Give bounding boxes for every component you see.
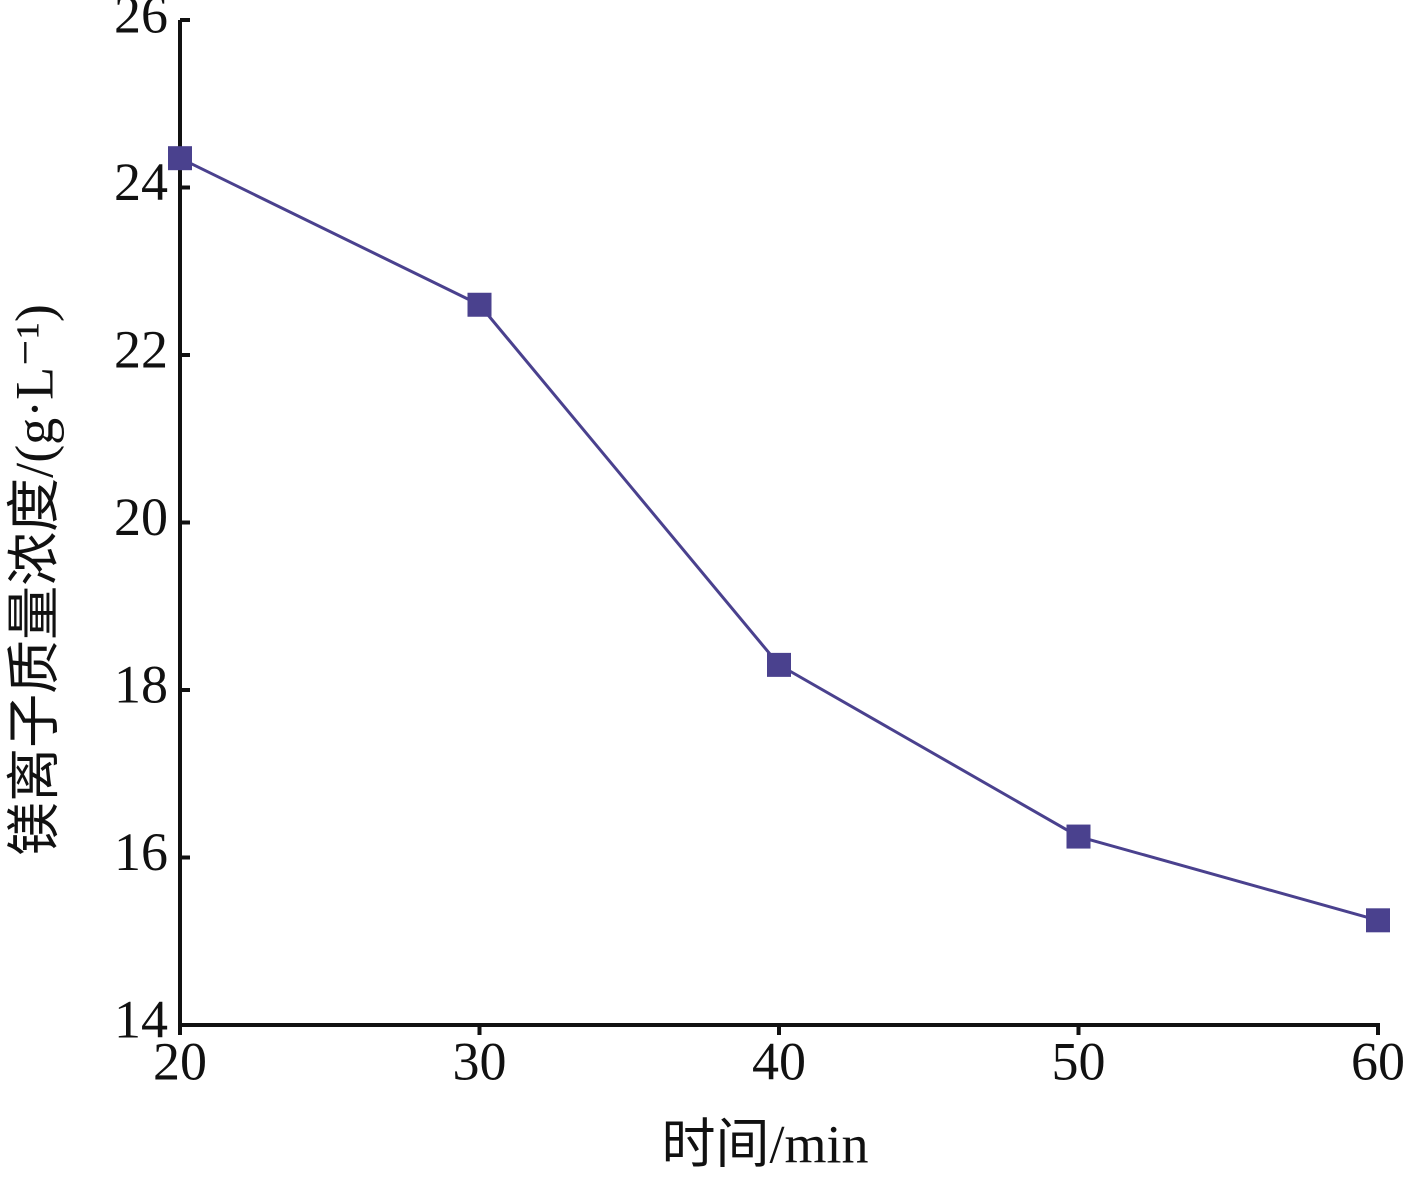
y-tick-label: 26 bbox=[114, 0, 168, 44]
x-axis-label: 时间/min bbox=[661, 1114, 868, 1174]
x-tick-label: 40 bbox=[752, 1031, 806, 1091]
marker bbox=[767, 652, 791, 677]
marker bbox=[1366, 908, 1390, 933]
marker bbox=[1066, 824, 1091, 849]
x-tick-label: 50 bbox=[1052, 1031, 1106, 1091]
marker bbox=[168, 146, 192, 171]
y-axis-label: 镁离子质量浓度/(g·L⁻¹) bbox=[4, 304, 64, 856]
y-tick-label: 18 bbox=[114, 654, 168, 714]
y-tick-label: 20 bbox=[114, 487, 168, 547]
x-tick-label: 60 bbox=[1351, 1031, 1405, 1091]
series-line bbox=[179, 156, 1379, 922]
x-tick-label: 20 bbox=[153, 1031, 207, 1091]
y-tick-label: 16 bbox=[114, 822, 168, 882]
y-tick-label: 14 bbox=[114, 989, 168, 1049]
x-tick-label: 30 bbox=[453, 1031, 507, 1091]
y-tick-label: 24 bbox=[114, 152, 168, 212]
marker bbox=[467, 292, 492, 317]
y-tick-label: 22 bbox=[114, 319, 168, 379]
